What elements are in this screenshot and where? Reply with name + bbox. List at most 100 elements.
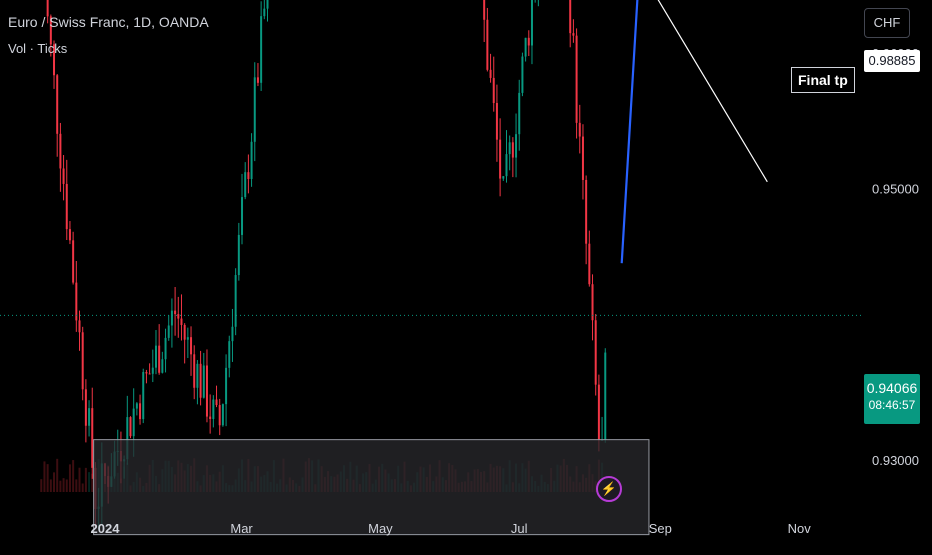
symbol-title: Euro / Swiss Franc, 1D, OANDA	[8, 14, 209, 30]
candle	[486, 19, 489, 70]
candle	[234, 275, 237, 327]
candle	[212, 399, 215, 419]
volume-bar	[43, 461, 46, 492]
candle	[88, 408, 91, 426]
volume-indicator-label[interactable]: Vol · Ticks	[8, 41, 68, 56]
candle	[231, 326, 234, 342]
candle	[256, 77, 259, 83]
currency-button[interactable]: CHF	[864, 8, 910, 38]
volume-bar	[49, 479, 52, 492]
candle	[569, 0, 572, 34]
candle	[78, 320, 81, 333]
volume-bar	[40, 479, 43, 492]
candle	[530, 0, 533, 46]
candle	[177, 314, 180, 319]
candle	[161, 359, 164, 373]
candle	[495, 102, 498, 140]
candle	[215, 399, 218, 406]
candle	[581, 136, 584, 180]
candle	[527, 37, 530, 46]
candle	[575, 35, 578, 123]
candle	[84, 389, 87, 426]
candle	[244, 172, 247, 198]
target-price-tag: 0.98885	[864, 50, 920, 72]
candle	[604, 352, 607, 440]
candle	[505, 154, 508, 177]
candle	[154, 345, 157, 368]
volume-bar	[62, 478, 65, 492]
volume-bar	[59, 480, 62, 492]
candle	[489, 69, 492, 78]
candle	[180, 318, 183, 325]
candle	[183, 324, 186, 340]
candle	[132, 408, 135, 437]
candle	[492, 77, 495, 103]
time-tick-label: May	[368, 521, 393, 536]
candle	[247, 172, 250, 179]
lightning-bolt-icon[interactable]: ⚡	[596, 476, 622, 502]
candle	[59, 133, 62, 169]
candle	[190, 337, 193, 355]
candle	[499, 139, 502, 179]
time-tick-label: Jul	[511, 521, 528, 536]
price-tick-label: 0.93000	[872, 453, 919, 468]
volume-bar	[56, 458, 59, 492]
candle	[228, 341, 231, 368]
candle	[205, 365, 208, 417]
final-tp-label[interactable]: Final tp	[791, 67, 855, 93]
candle	[164, 337, 167, 360]
volume-bar	[46, 464, 49, 492]
candle	[53, 44, 56, 76]
volume-bar	[65, 479, 68, 492]
candle	[186, 337, 189, 340]
last-price-tag: 0.94066 08:46:57	[864, 374, 920, 424]
volume-bar	[81, 483, 84, 492]
demand-zone[interactable]	[93, 439, 650, 536]
candle	[151, 367, 154, 374]
volume-bar	[78, 467, 81, 492]
candle	[237, 234, 240, 276]
candle	[158, 345, 161, 373]
candle	[196, 363, 199, 388]
candle	[594, 320, 597, 385]
candle	[135, 403, 138, 409]
candle	[91, 408, 94, 468]
candle	[521, 56, 524, 93]
candle	[588, 243, 591, 285]
time-tick-label: Sep	[649, 521, 672, 536]
volume-bar	[75, 479, 78, 492]
candle	[578, 122, 581, 137]
volume-bar	[72, 460, 75, 492]
candle	[515, 134, 518, 158]
candle	[174, 310, 177, 315]
candle	[193, 354, 196, 388]
candle	[65, 183, 68, 230]
candle	[572, 33, 575, 36]
candle	[225, 367, 228, 405]
candle	[68, 229, 71, 241]
candle	[129, 417, 132, 437]
projection-path[interactable]	[620, 0, 695, 264]
candle	[72, 240, 75, 283]
candle	[524, 37, 527, 57]
volume-bar	[53, 472, 56, 492]
candle	[167, 325, 170, 338]
trendline[interactable]	[442, 0, 768, 183]
time-tick-label: 2024	[91, 521, 121, 536]
candle	[46, 0, 49, 17]
candle	[483, 0, 486, 20]
time-tick-label: Mar	[230, 521, 253, 536]
candle	[508, 142, 511, 155]
candle	[585, 179, 588, 244]
candle	[49, 16, 52, 45]
volume-bar	[68, 464, 71, 492]
candle	[62, 168, 65, 184]
last-price-value: 0.94066	[866, 380, 918, 396]
candle	[260, 16, 263, 83]
candle	[253, 77, 256, 142]
candle	[511, 142, 514, 158]
candle	[518, 92, 521, 135]
candle	[148, 373, 151, 375]
